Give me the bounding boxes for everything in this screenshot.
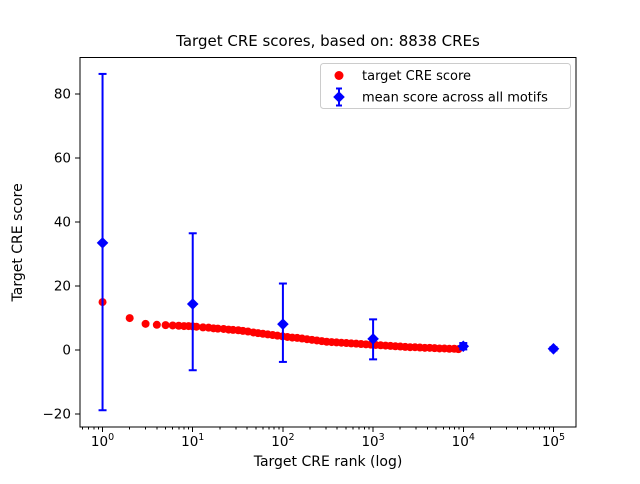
legend: target CRE score mean score across all m… xyxy=(320,63,571,109)
red-scatter-point xyxy=(213,324,222,333)
legend-label-target-score: target CRE score xyxy=(362,69,471,84)
legend-label-mean-score: mean score across all motifs xyxy=(362,91,548,106)
y-tick-label: 40 xyxy=(54,215,71,231)
red-scatter-point xyxy=(168,321,177,330)
red-scatter-point xyxy=(125,314,134,323)
legend-marker-target-score-icon xyxy=(334,71,344,80)
red-scatter-point xyxy=(161,321,170,330)
mean-diamond xyxy=(96,237,109,249)
y-tick-label: 80 xyxy=(54,87,71,103)
red-scatter-point xyxy=(152,320,161,329)
mean-diamond xyxy=(277,318,289,330)
legend-box xyxy=(320,63,571,109)
y-axis-label: Target CRE score xyxy=(10,183,26,302)
x-tick-label: 105 xyxy=(542,432,565,450)
y-tick-label: 20 xyxy=(54,279,71,295)
plot-layer: 100 101 102 103 104 105 −20 0 20 40 60 80 xyxy=(43,57,577,450)
x-tick-label: 101 xyxy=(181,432,204,450)
mean-diamond xyxy=(457,340,470,353)
x-axis-label: Target CRE rank (log) xyxy=(253,454,403,470)
y-tick-label: 0 xyxy=(62,343,71,359)
x-tick-label: 100 xyxy=(91,432,114,450)
x-tick-label: 104 xyxy=(452,432,475,450)
plot-area xyxy=(79,57,577,428)
legend-marker-mean-score-icon xyxy=(333,87,345,107)
x-tick-label: 102 xyxy=(271,432,294,450)
red-scatter-point xyxy=(192,322,201,331)
mean-diamond xyxy=(547,343,560,355)
red-scatter-point xyxy=(141,319,150,328)
chart-title: Target CRE scores, based on: 8838 CREs xyxy=(175,32,480,50)
mean-diamond xyxy=(186,298,199,310)
x-tick-label: 103 xyxy=(361,432,384,450)
y-tick-label: 60 xyxy=(54,151,71,167)
mean-diamond xyxy=(367,333,379,345)
y-tick-label: −20 xyxy=(43,407,72,423)
